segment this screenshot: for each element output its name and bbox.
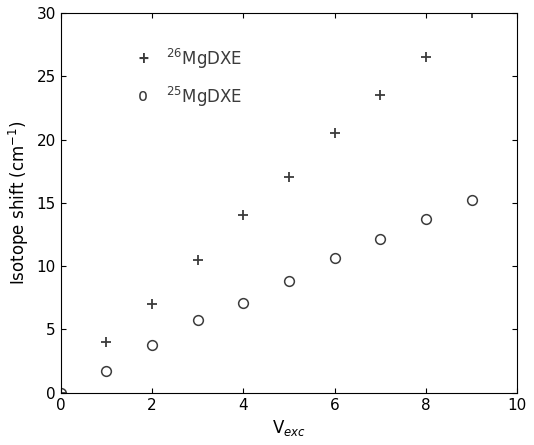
Text: o: o [138,88,148,105]
Text: +: + [138,49,148,68]
X-axis label: V$_{exc}$: V$_{exc}$ [272,418,306,438]
Text: $^{26}$MgDXE: $^{26}$MgDXE [161,46,242,71]
Text: $^{25}$MgDXE: $^{25}$MgDXE [161,85,242,109]
Y-axis label: Isotope shift (cm$^{-1}$): Isotope shift (cm$^{-1}$) [7,121,31,285]
